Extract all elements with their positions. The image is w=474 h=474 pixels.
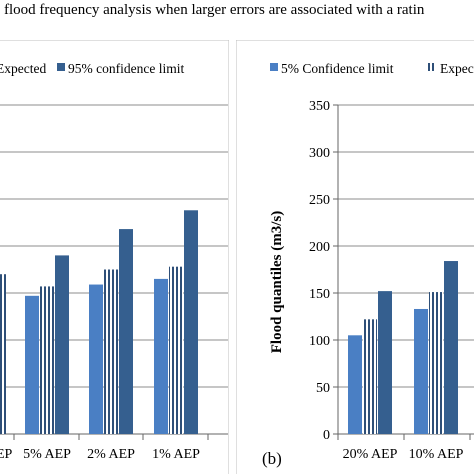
panel-a-legend: Expected 95% confidence limit bbox=[0, 61, 184, 76]
legend-swatch-95-confidence bbox=[57, 63, 65, 71]
y-axis-label: Flood quantiles (m3/s) bbox=[269, 211, 285, 354]
panel-a: Expected 95% confidence limit EP 5% AEP … bbox=[0, 40, 229, 474]
figure-title: flood frequency analysis when larger err… bbox=[4, 2, 425, 18]
bar-a-5aep-0 bbox=[25, 295, 39, 434]
panel-b-y-ticks: 0 50 100 150 200 250 300 350 bbox=[309, 99, 338, 443]
panel-a-category-labels: EP 5% AEP 2% AEP 1% AEP bbox=[0, 447, 200, 462]
category-label-10pct: 10% AEP bbox=[409, 447, 464, 462]
bar-a-2aep-1 bbox=[104, 269, 118, 434]
bar-a-1aep-1 bbox=[169, 266, 183, 434]
category-label-partial: EP bbox=[0, 447, 13, 462]
category-label-20pct: 20% AEP bbox=[343, 447, 398, 462]
y-tick-label: 250 bbox=[309, 193, 330, 208]
y-tick-label: 0 bbox=[323, 428, 330, 443]
legend-item-5-confidence: 5% Confidence limit bbox=[281, 61, 394, 76]
legend-swatch-5-confidence bbox=[270, 63, 278, 71]
legend-item-expected: Expected bbox=[0, 61, 46, 76]
bar-b-10aep-0 bbox=[414, 308, 428, 434]
panel-b-legend: 5% Confidence limit Expecte bbox=[270, 61, 474, 76]
legend-swatch-expected bbox=[428, 63, 436, 71]
bar-a-2aep-0 bbox=[89, 284, 103, 434]
bar-b-20aep-0 bbox=[348, 335, 362, 434]
panel-b-category-labels: (b) 20% AEP 10% AEP bbox=[262, 447, 464, 468]
category-label-5pct: 5% AEP bbox=[23, 447, 71, 462]
bar-a-1aep-0 bbox=[154, 278, 168, 434]
y-tick-label: 300 bbox=[309, 146, 330, 161]
bar-a-5aep-1 bbox=[40, 286, 54, 434]
y-tick-label: 150 bbox=[309, 287, 330, 302]
bar-b-20aep-1 bbox=[363, 319, 377, 434]
bar-a-5aep-2 bbox=[55, 255, 69, 434]
legend-item-expected-b: Expecte bbox=[440, 61, 474, 76]
panel-a-bars bbox=[0, 210, 198, 434]
panel-b: 5% Confidence limit Expecte 0 50 100 150 200… bbox=[236, 40, 474, 474]
category-label-2pct: 2% AEP bbox=[87, 447, 135, 462]
bar-b-10aep-2 bbox=[444, 261, 458, 434]
y-tick-label: 350 bbox=[309, 99, 330, 114]
y-tick-label: 50 bbox=[316, 381, 330, 396]
y-tick-label: 200 bbox=[309, 240, 330, 255]
bar-a-2aep-2 bbox=[119, 229, 133, 434]
bar-b-20aep-2 bbox=[378, 291, 392, 434]
bar-a-1aep-2 bbox=[184, 210, 198, 434]
category-label-1pct: 1% AEP bbox=[152, 447, 200, 462]
y-tick-label: 100 bbox=[309, 334, 330, 349]
bar-b-10aep-1 bbox=[429, 292, 443, 434]
panel-b-bars bbox=[348, 261, 458, 434]
bar-partial-expected bbox=[0, 274, 6, 434]
legend-item-95-confidence: 95% confidence limit bbox=[68, 61, 184, 76]
panel-b-tag: (b) bbox=[262, 449, 282, 468]
